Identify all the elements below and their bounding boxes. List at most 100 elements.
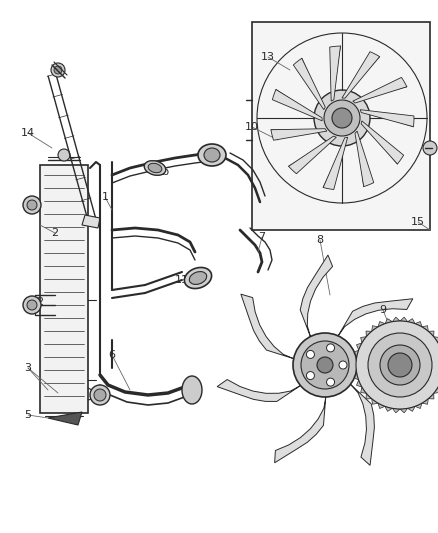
Ellipse shape <box>189 272 207 285</box>
Text: 2: 2 <box>51 228 59 238</box>
Text: 7: 7 <box>258 232 265 242</box>
Circle shape <box>388 353 412 377</box>
Polygon shape <box>434 387 438 393</box>
Circle shape <box>356 321 438 409</box>
Circle shape <box>23 196 41 214</box>
Ellipse shape <box>204 148 220 162</box>
Ellipse shape <box>182 376 202 404</box>
Circle shape <box>293 333 357 397</box>
Polygon shape <box>400 317 408 322</box>
Polygon shape <box>353 350 359 357</box>
Polygon shape <box>355 131 374 187</box>
Polygon shape <box>434 337 438 343</box>
Circle shape <box>332 108 352 128</box>
Polygon shape <box>428 393 434 399</box>
Polygon shape <box>357 380 362 387</box>
Bar <box>40 165 88 413</box>
Polygon shape <box>360 110 414 127</box>
Polygon shape <box>372 399 378 405</box>
Polygon shape <box>241 294 293 359</box>
Polygon shape <box>350 384 374 465</box>
Circle shape <box>324 100 360 136</box>
Circle shape <box>94 389 106 401</box>
Polygon shape <box>372 326 378 332</box>
Polygon shape <box>400 408 408 413</box>
Text: 9: 9 <box>379 305 387 315</box>
Polygon shape <box>378 403 385 408</box>
Polygon shape <box>428 331 434 337</box>
Bar <box>252 22 430 230</box>
Circle shape <box>314 90 370 146</box>
Circle shape <box>317 357 333 373</box>
Text: 2b: 2b <box>155 167 169 177</box>
Polygon shape <box>408 319 415 324</box>
Circle shape <box>327 378 335 386</box>
Circle shape <box>27 300 37 310</box>
Polygon shape <box>385 406 392 411</box>
Polygon shape <box>330 46 340 101</box>
Polygon shape <box>356 353 431 394</box>
Text: 1: 1 <box>102 192 109 202</box>
Text: 4: 4 <box>196 148 204 158</box>
Polygon shape <box>415 403 422 408</box>
Polygon shape <box>353 373 359 380</box>
Text: 3: 3 <box>25 363 32 373</box>
Polygon shape <box>422 326 428 332</box>
Text: 14: 14 <box>21 128 35 138</box>
Text: 5: 5 <box>25 410 32 420</box>
Circle shape <box>90 385 110 405</box>
Polygon shape <box>82 215 100 228</box>
Circle shape <box>58 149 70 161</box>
Text: 8: 8 <box>316 235 324 245</box>
Polygon shape <box>293 58 325 110</box>
Circle shape <box>380 345 420 385</box>
Polygon shape <box>323 137 348 190</box>
Text: 10: 10 <box>245 122 259 132</box>
Polygon shape <box>352 365 357 373</box>
Polygon shape <box>271 128 327 140</box>
Polygon shape <box>378 321 385 327</box>
Circle shape <box>339 361 347 369</box>
Ellipse shape <box>148 163 162 173</box>
Circle shape <box>307 372 314 379</box>
Circle shape <box>27 200 37 210</box>
Polygon shape <box>289 136 336 174</box>
Polygon shape <box>385 319 392 324</box>
Polygon shape <box>361 121 404 164</box>
Polygon shape <box>272 90 322 121</box>
Polygon shape <box>342 52 380 98</box>
Polygon shape <box>422 399 428 405</box>
Ellipse shape <box>144 160 166 175</box>
Polygon shape <box>300 255 332 336</box>
Polygon shape <box>360 387 366 393</box>
Polygon shape <box>366 331 372 337</box>
Polygon shape <box>48 412 82 425</box>
Polygon shape <box>415 321 422 327</box>
Text: 11: 11 <box>175 275 189 285</box>
Text: 13: 13 <box>261 52 275 62</box>
Polygon shape <box>392 317 400 322</box>
Polygon shape <box>392 408 400 413</box>
Circle shape <box>307 350 314 358</box>
Circle shape <box>301 341 349 389</box>
Polygon shape <box>366 393 372 399</box>
Polygon shape <box>217 379 300 401</box>
Circle shape <box>327 344 335 352</box>
Polygon shape <box>408 406 415 411</box>
Polygon shape <box>360 337 366 343</box>
Circle shape <box>54 66 62 74</box>
Polygon shape <box>357 343 362 350</box>
Circle shape <box>51 63 65 77</box>
Circle shape <box>23 296 41 314</box>
Circle shape <box>423 141 437 155</box>
Ellipse shape <box>198 144 226 166</box>
Ellipse shape <box>184 268 212 288</box>
Polygon shape <box>275 397 326 463</box>
Text: 15: 15 <box>411 217 425 227</box>
Polygon shape <box>353 77 407 103</box>
Text: 6: 6 <box>109 350 116 360</box>
Circle shape <box>368 333 432 397</box>
Polygon shape <box>352 357 357 365</box>
Polygon shape <box>338 298 413 336</box>
Text: 12: 12 <box>31 297 45 307</box>
